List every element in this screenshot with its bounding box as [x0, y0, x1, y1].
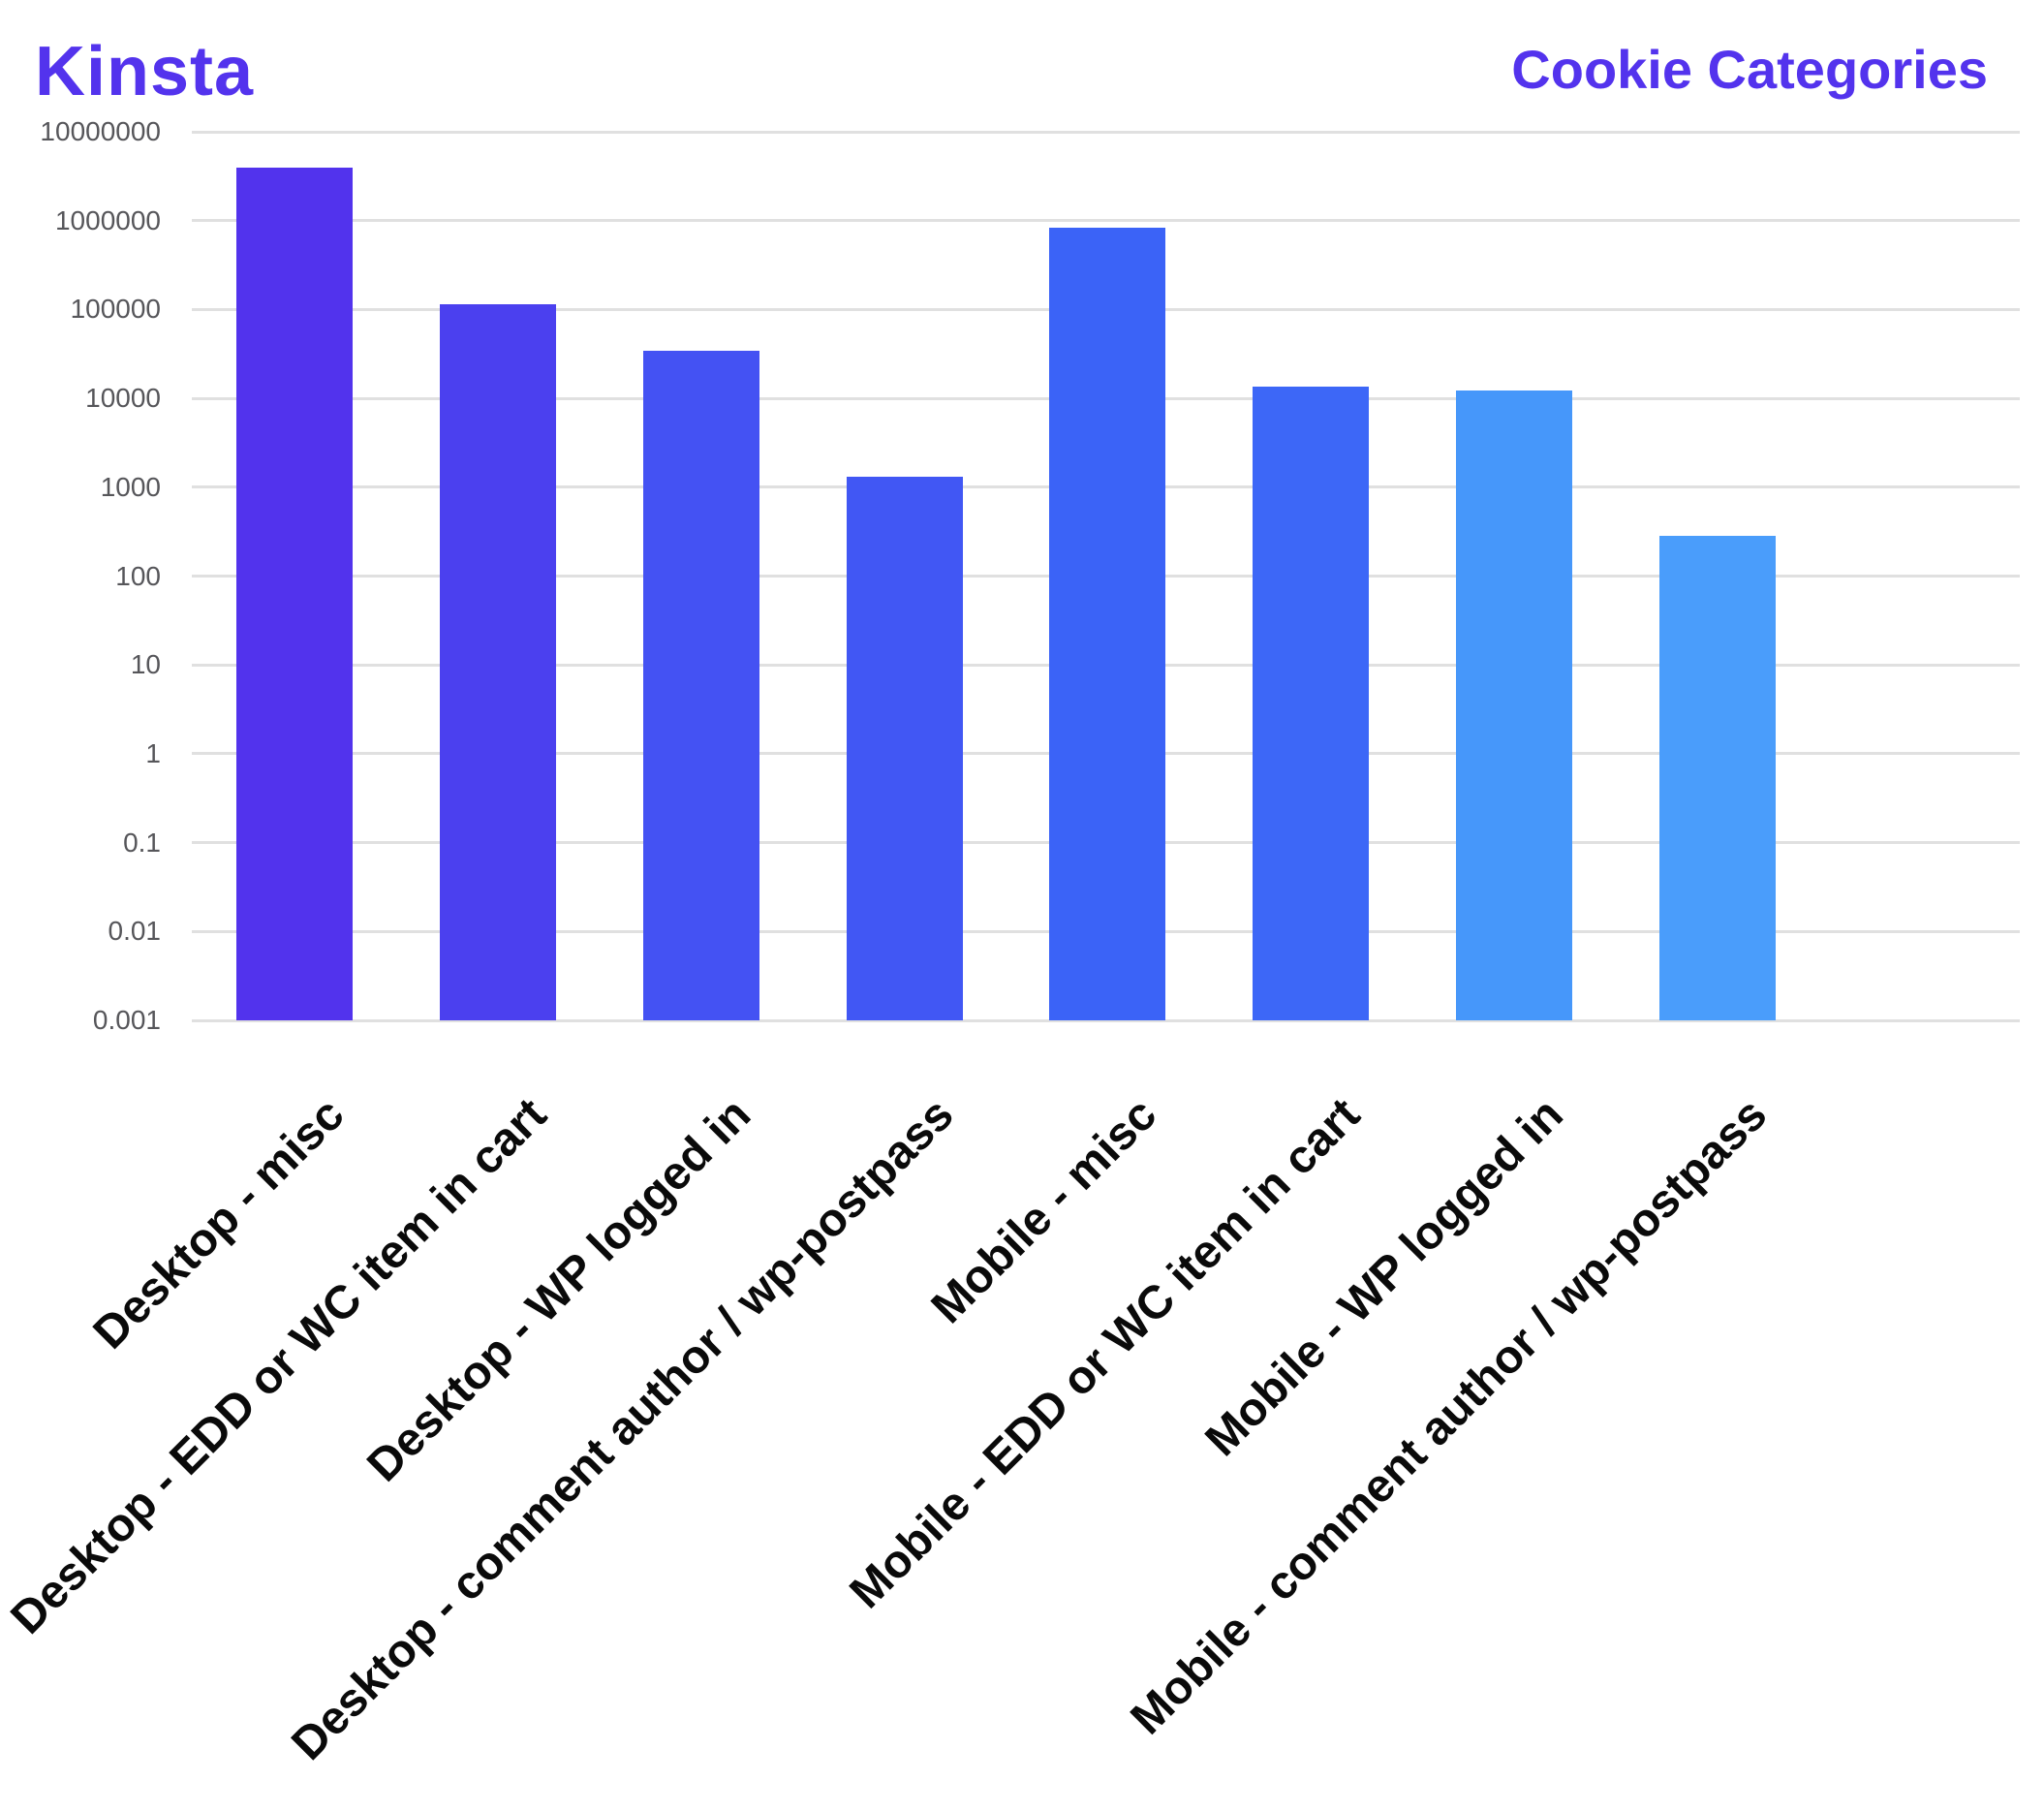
- y-axis-tick-label: 10000000: [40, 116, 161, 146]
- gridline: [192, 130, 2020, 134]
- gridline: [192, 1018, 2020, 1022]
- y-axis-tick-label: 1: [145, 737, 161, 768]
- y-axis-tick-label: 0.1: [123, 827, 161, 858]
- bar-mobile-comment-author-wp-postpass: [1659, 536, 1777, 1020]
- bar-mobile-edd-or-wc-item-in-cart: [1253, 386, 1370, 1020]
- bar-desktop-edd-or-wc-item-in-cart: [439, 303, 556, 1020]
- bar-desktop-misc: [236, 168, 353, 1020]
- bar-mobile-misc: [1049, 228, 1166, 1020]
- y-axis-tick-label: 100000: [70, 294, 161, 325]
- y-axis-tick-label: 100: [115, 560, 161, 591]
- y-axis-tick-label: 0.001: [92, 1005, 161, 1035]
- bar-mobile-wp-logged-in: [1456, 391, 1573, 1020]
- x-axis-category-label: Desktop - WP logged in: [356, 1088, 760, 1492]
- bar-desktop-comment-author-wp-postpass: [846, 476, 963, 1020]
- x-axis-category-label: Mobile - WP logged in: [1195, 1088, 1574, 1467]
- kinsta-logo: Kinsta: [35, 33, 255, 110]
- y-axis-tick-label: 10: [130, 649, 161, 680]
- y-axis-tick-label: 1000: [100, 471, 161, 502]
- y-axis-tick-label: 10000: [85, 383, 161, 414]
- bar-desktop-wp-logged-in: [642, 351, 759, 1020]
- chart-title: Cookie Categories: [1511, 39, 1988, 100]
- y-axis-tick-label: 1000000: [54, 204, 161, 235]
- gridline: [192, 219, 2020, 223]
- y-axis-tick-label: 0.01: [108, 916, 162, 947]
